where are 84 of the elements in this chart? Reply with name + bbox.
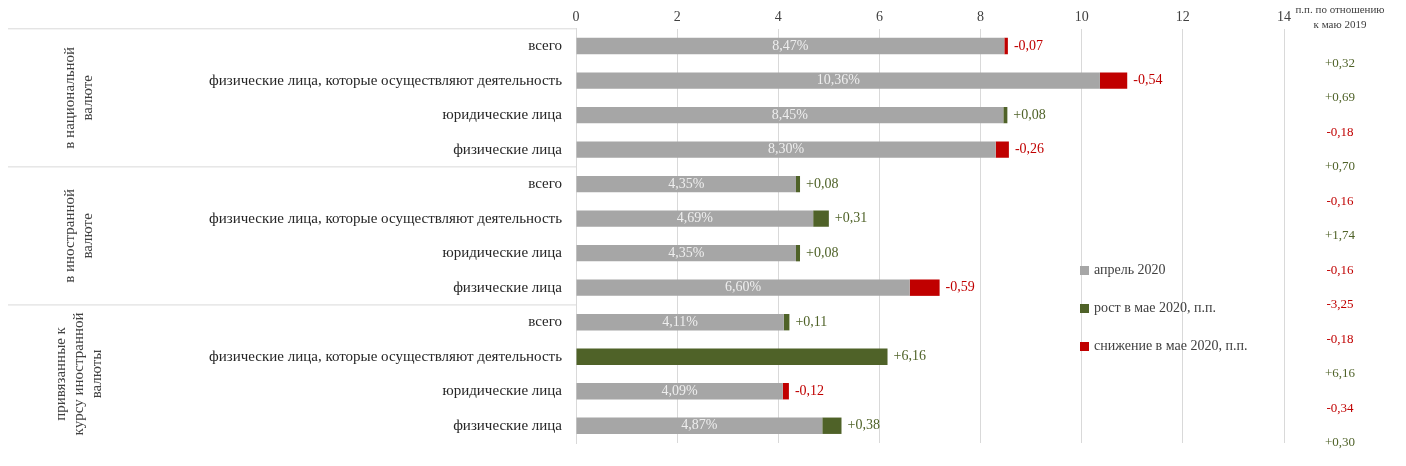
bar bbox=[576, 417, 823, 434]
data-label: 6,60% bbox=[725, 279, 762, 295]
bar bbox=[576, 141, 996, 158]
text: п.п. по отношению к маю 2019 bbox=[1295, 2, 1385, 30]
data-label: +0,11 bbox=[795, 313, 828, 329]
bar bbox=[822, 417, 842, 434]
bar bbox=[576, 383, 783, 400]
y-tick-label: физические лица, которые осуществляют деятельность bbox=[209, 71, 563, 88]
text: +0,69 bbox=[1324, 89, 1356, 105]
bar bbox=[576, 313, 784, 331]
y-tick-label: всего bbox=[528, 175, 562, 192]
y-tick-label: физические лица, которые осуществляют деятельность bbox=[209, 209, 563, 226]
bar bbox=[576, 37, 1005, 55]
bar bbox=[795, 244, 801, 262]
text: +1,74 bbox=[1324, 227, 1356, 243]
x-tick-label: 2 bbox=[673, 9, 681, 25]
text: привязанные к курсу иностранной валюты bbox=[51, 312, 104, 436]
bar bbox=[576, 348, 888, 365]
data-label: 4,11% bbox=[662, 313, 699, 329]
data-label: +6,16 bbox=[893, 348, 926, 364]
bar bbox=[909, 279, 940, 296]
text: -0,16 bbox=[1326, 192, 1355, 208]
text: в национальной валюте bbox=[60, 46, 95, 149]
text: +6,16 bbox=[1324, 365, 1356, 381]
bar bbox=[576, 175, 796, 193]
x-tick-label: 6 bbox=[875, 9, 883, 25]
data-label: -0,12 bbox=[794, 382, 825, 398]
data-label: -0,07 bbox=[1013, 37, 1044, 53]
y-tick-label: всего bbox=[528, 313, 562, 330]
text: -0,34 bbox=[1326, 399, 1355, 415]
y-tick-label: всего bbox=[528, 37, 562, 53]
y-tick-label: физические лица, которые осуществляют деятельность bbox=[209, 347, 563, 364]
y-tick-label: физические лица bbox=[453, 140, 563, 157]
data-label: 4,69% bbox=[676, 210, 714, 226]
data-label: +0,38 bbox=[847, 417, 880, 433]
x-tick-label: 14 bbox=[1277, 9, 1291, 25]
legend-label: рост в мае 2020, п.п. bbox=[1094, 300, 1216, 316]
bar bbox=[576, 106, 1004, 124]
text: +0,32 bbox=[1324, 54, 1356, 70]
bar bbox=[782, 383, 789, 400]
text: +0,30 bbox=[1324, 434, 1356, 450]
bar bbox=[813, 210, 829, 227]
bar bbox=[795, 175, 801, 193]
x-tick-label: 4 bbox=[774, 9, 782, 25]
text: -0,18 bbox=[1326, 330, 1354, 346]
bar bbox=[576, 210, 814, 227]
data-label: +0,08 bbox=[1013, 106, 1046, 122]
data-label: 4,35% bbox=[668, 175, 705, 191]
legend-label: апрель 2020 bbox=[1094, 262, 1166, 278]
data-label: 4,87% bbox=[681, 417, 718, 433]
data-label: 10,36% bbox=[816, 72, 861, 88]
data-label: 8,30% bbox=[768, 141, 805, 157]
y-tick-label: физические лица bbox=[453, 416, 563, 433]
data-label: 8,45% bbox=[771, 106, 809, 122]
bar bbox=[1003, 106, 1008, 124]
data-label: -0,54 bbox=[1133, 72, 1163, 88]
x-tick-label: 12 bbox=[1175, 9, 1190, 25]
bar bbox=[1004, 37, 1008, 55]
text: -0,16 bbox=[1326, 261, 1355, 277]
y-tick-label: юридические лица bbox=[442, 382, 563, 399]
x-tick-label: 8 bbox=[977, 9, 985, 25]
data-label: +0,08 bbox=[806, 175, 839, 191]
data-label: +0,08 bbox=[806, 244, 839, 260]
data-label: 4,35% bbox=[668, 244, 705, 260]
data-label: 4,09% bbox=[661, 382, 699, 398]
bar bbox=[576, 279, 910, 296]
y-tick-label: юридические лица bbox=[442, 244, 563, 261]
y-tick-label: физические лица bbox=[453, 278, 563, 295]
bar bbox=[1099, 72, 1128, 89]
text: -3,25 bbox=[1326, 296, 1354, 312]
y-tick-label: юридические лица bbox=[442, 106, 563, 123]
data-label: -0,26 bbox=[1014, 141, 1045, 157]
data-label: -0,59 bbox=[945, 279, 975, 295]
x-tick-label: 10 bbox=[1074, 9, 1089, 25]
text: +0,70 bbox=[1324, 158, 1356, 174]
bar bbox=[576, 72, 1100, 89]
legend-label: снижение в мае 2020, п.п. bbox=[1094, 338, 1248, 354]
data-label: +0,31 bbox=[834, 210, 868, 226]
bar bbox=[995, 141, 1009, 158]
x-tick-label: 0 bbox=[572, 9, 580, 25]
bar bbox=[576, 244, 796, 262]
text: -0,18 bbox=[1326, 123, 1354, 139]
text: в иностранной валюте bbox=[60, 188, 95, 283]
data-label: 8,47% bbox=[772, 37, 809, 53]
